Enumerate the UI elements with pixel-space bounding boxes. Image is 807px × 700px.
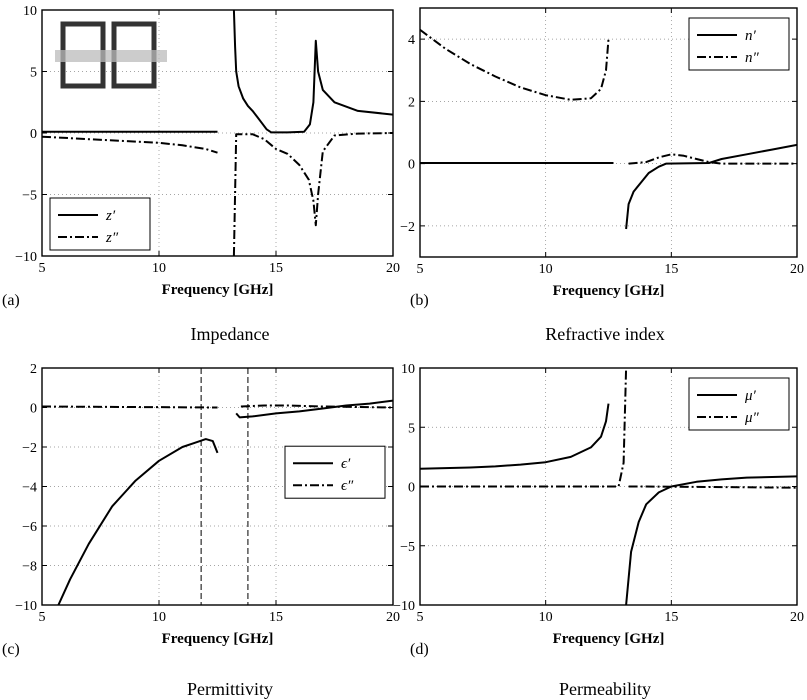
permittivity-legend-label-0: ϵ′ — [341, 456, 351, 472]
impedance-legend-label-0: z′ — [105, 208, 116, 224]
permeability-panel: (d) Permeability 5 10 15 20−10−50510Frequen… — [393, 362, 804, 699]
permeability-xtick-label: 10 — [539, 610, 553, 625]
impedance-x-axis-label: Frequency [GHz] — [162, 282, 274, 298]
impedance-ytick-label: 10 — [23, 4, 37, 19]
impedance-series-imag-segment-1 — [232, 132, 393, 256]
permittivity-legend-label-1: ϵ″ — [341, 478, 354, 494]
refractive-index-legend: n′ n″ — [688, 17, 790, 71]
permeability-xtick-label: 20 — [790, 610, 804, 625]
permittivity-series-imag-segment-0 — [42, 405, 218, 409]
panel-letter-d: (d) — [410, 641, 429, 658]
refractive-index-x-axis-label: Frequency [GHz] — [553, 283, 665, 299]
impedance-xtick-label: 15 — [269, 261, 283, 276]
permittivity-ytick-label: −4 — [22, 481, 37, 496]
refractive-index-series-imag-segment-0 — [420, 28, 610, 101]
permittivity-ytick-label: 2 — [30, 362, 37, 377]
panel-letter-c: (c) — [2, 641, 20, 658]
impedance-ytick-label: −10 — [15, 250, 37, 265]
permeability-ytick-label: −5 — [400, 540, 415, 555]
permeability-series-real-segment-1 — [625, 475, 797, 605]
permeability-x-axis-label: Frequency [GHz] — [553, 631, 665, 647]
permeability-ytick-label: −10 — [393, 599, 415, 614]
permeability-xtick-label: 15 — [664, 610, 678, 625]
refractive-index-ytick-label: 2 — [408, 95, 415, 110]
refractive-index-ytick-label: 0 — [408, 158, 415, 173]
impedance-xtick-label: 20 — [386, 261, 400, 276]
permittivity-x-axis-label: Frequency [GHz] — [162, 631, 274, 647]
permittivity-xtick-label: 15 — [269, 610, 283, 625]
impedance-series-imag-segment-0 — [42, 135, 218, 154]
permeability-series-imag-segment-0 — [420, 368, 628, 488]
permeability-legend-box — [688, 377, 790, 431]
caption-permittivity: Permittivity — [187, 679, 273, 699]
permittivity-ytick-label: −6 — [22, 520, 37, 535]
permittivity-ytick-label: −8 — [22, 560, 37, 575]
refractive-index-legend-label-0: n′ — [745, 28, 757, 44]
split-ring-resonator-inset — [55, 21, 167, 89]
impedance-legend-label-1: z″ — [105, 230, 119, 246]
refractive-index-panel: (b) Refractive index 5 10 15 20 −2 0 2 4 Frequen… — [400, 7, 804, 344]
panel-letter-a: (a) — [2, 292, 20, 309]
refractive-index-xtick-label: 15 — [664, 262, 678, 277]
impedance-ytick-label: −5 — [22, 189, 37, 204]
permittivity-xtick-label: 20 — [386, 610, 400, 625]
impedance-legend-box — [49, 197, 151, 251]
permeability-series-imag-segment-1 — [628, 485, 797, 489]
caption-refractive-index: Refractive index — [545, 324, 664, 344]
refractive-index-xtick-label: 10 — [539, 262, 553, 277]
refractive-index-series-real-segment-1 — [625, 143, 797, 230]
permittivity-series-real-segment-0 — [57, 438, 219, 605]
impedance-ytick-label: 5 — [30, 66, 37, 81]
refractive-index-legend-box — [688, 17, 790, 71]
permittivity-xtick-label: 5 — [39, 610, 46, 625]
caption-permeability: Permeability — [559, 679, 651, 699]
permeability-series-real-segment-0 — [420, 403, 610, 470]
impedance-legend: z′ z″ — [49, 197, 151, 251]
permittivity-legend: ϵ′ ϵ″ — [284, 445, 386, 499]
permittivity-legend-box — [284, 445, 386, 499]
permeability-legend: μ′ μ″ — [688, 377, 790, 431]
permittivity-ytick-label: −2 — [22, 441, 37, 456]
permeability-ytick-label: 0 — [408, 481, 415, 496]
permittivity-ytick-label: 0 — [30, 402, 37, 417]
refractive-index-ytick-label: 4 — [408, 33, 415, 48]
permeability-legend-label-1: μ″ — [744, 410, 760, 426]
permittivity-xtick-label: 10 — [152, 610, 166, 625]
permittivity-series-real-segment-1 — [235, 399, 393, 419]
panel-letter-b: (b) — [410, 292, 429, 309]
permeability-legend-label-0: μ′ — [744, 388, 757, 404]
permittivity-series-imag-segment-1 — [240, 404, 393, 409]
permeability-xtick-label: 5 — [417, 610, 424, 625]
impedance-xtick-label: 10 — [152, 261, 166, 276]
permeability-ytick-label: 10 — [401, 362, 415, 377]
impedance-ytick-label: 0 — [30, 127, 37, 142]
refractive-index-ytick-label: −2 — [400, 220, 415, 235]
inset-strip — [55, 50, 167, 62]
refractive-index-xtick-label: 5 — [417, 262, 424, 277]
permittivity-panel: (c) Permittivity 5 10 15 20 −10 −8 −6 −4 −2 0 2 Fre… — [2, 362, 400, 699]
permeability-ytick-label: 5 — [408, 421, 415, 436]
refractive-index-xtick-label: 20 — [790, 262, 804, 277]
refractive-index-legend-label-1: n″ — [745, 50, 760, 66]
permittivity-ytick-label: −10 — [15, 599, 37, 614]
impedance-series-real-segment-1 — [232, 10, 393, 134]
impedance-panel: (a) Impedance 5 10 15 20 −10 −5 0 5 10 Frequency … — [2, 4, 400, 344]
caption-impedance: Impedance — [191, 324, 270, 344]
impedance-xtick-label: 5 — [39, 261, 46, 276]
refractive-index-series-imag-segment-1 — [628, 153, 797, 165]
